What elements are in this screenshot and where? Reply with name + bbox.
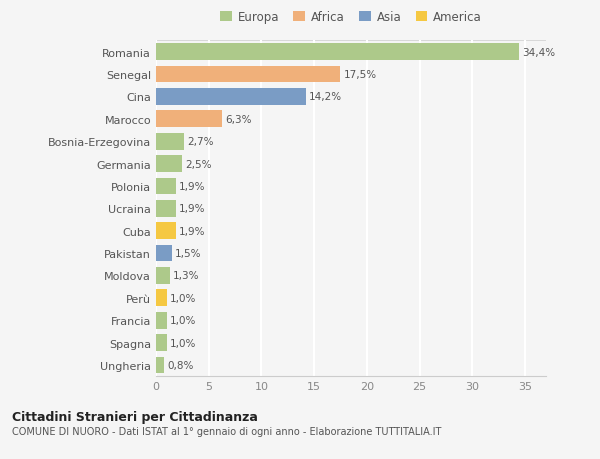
Legend: Europa, Africa, Asia, America: Europa, Africa, Asia, America — [215, 6, 487, 29]
Text: 1,9%: 1,9% — [179, 226, 206, 236]
Bar — [156, 290, 167, 307]
Text: 1,9%: 1,9% — [179, 204, 206, 214]
Bar — [156, 111, 223, 128]
Text: 17,5%: 17,5% — [344, 70, 377, 80]
Text: Cittadini Stranieri per Cittadinanza: Cittadini Stranieri per Cittadinanza — [12, 410, 258, 423]
Bar — [156, 268, 170, 284]
Text: 1,0%: 1,0% — [170, 315, 196, 325]
Bar — [156, 335, 167, 351]
Bar — [156, 245, 172, 262]
Text: COMUNE DI NUORO - Dati ISTAT al 1° gennaio di ogni anno - Elaborazione TUTTITALI: COMUNE DI NUORO - Dati ISTAT al 1° genna… — [12, 426, 442, 436]
Text: 2,7%: 2,7% — [188, 137, 214, 147]
Text: 1,3%: 1,3% — [173, 271, 199, 281]
Text: 0,8%: 0,8% — [167, 360, 194, 370]
Bar — [156, 156, 182, 173]
Bar — [156, 223, 176, 240]
Text: 1,9%: 1,9% — [179, 181, 206, 191]
Text: 6,3%: 6,3% — [226, 114, 252, 124]
Bar — [156, 178, 176, 195]
Text: 14,2%: 14,2% — [309, 92, 342, 102]
Text: 1,0%: 1,0% — [170, 338, 196, 348]
Bar — [156, 44, 518, 61]
Bar — [156, 357, 164, 374]
Text: 1,0%: 1,0% — [170, 293, 196, 303]
Text: 2,5%: 2,5% — [185, 159, 212, 169]
Bar — [156, 67, 340, 83]
Bar — [156, 312, 167, 329]
Text: 1,5%: 1,5% — [175, 248, 202, 258]
Text: 34,4%: 34,4% — [522, 47, 555, 57]
Bar — [156, 201, 176, 217]
Bar — [156, 134, 184, 150]
Bar — [156, 89, 305, 106]
